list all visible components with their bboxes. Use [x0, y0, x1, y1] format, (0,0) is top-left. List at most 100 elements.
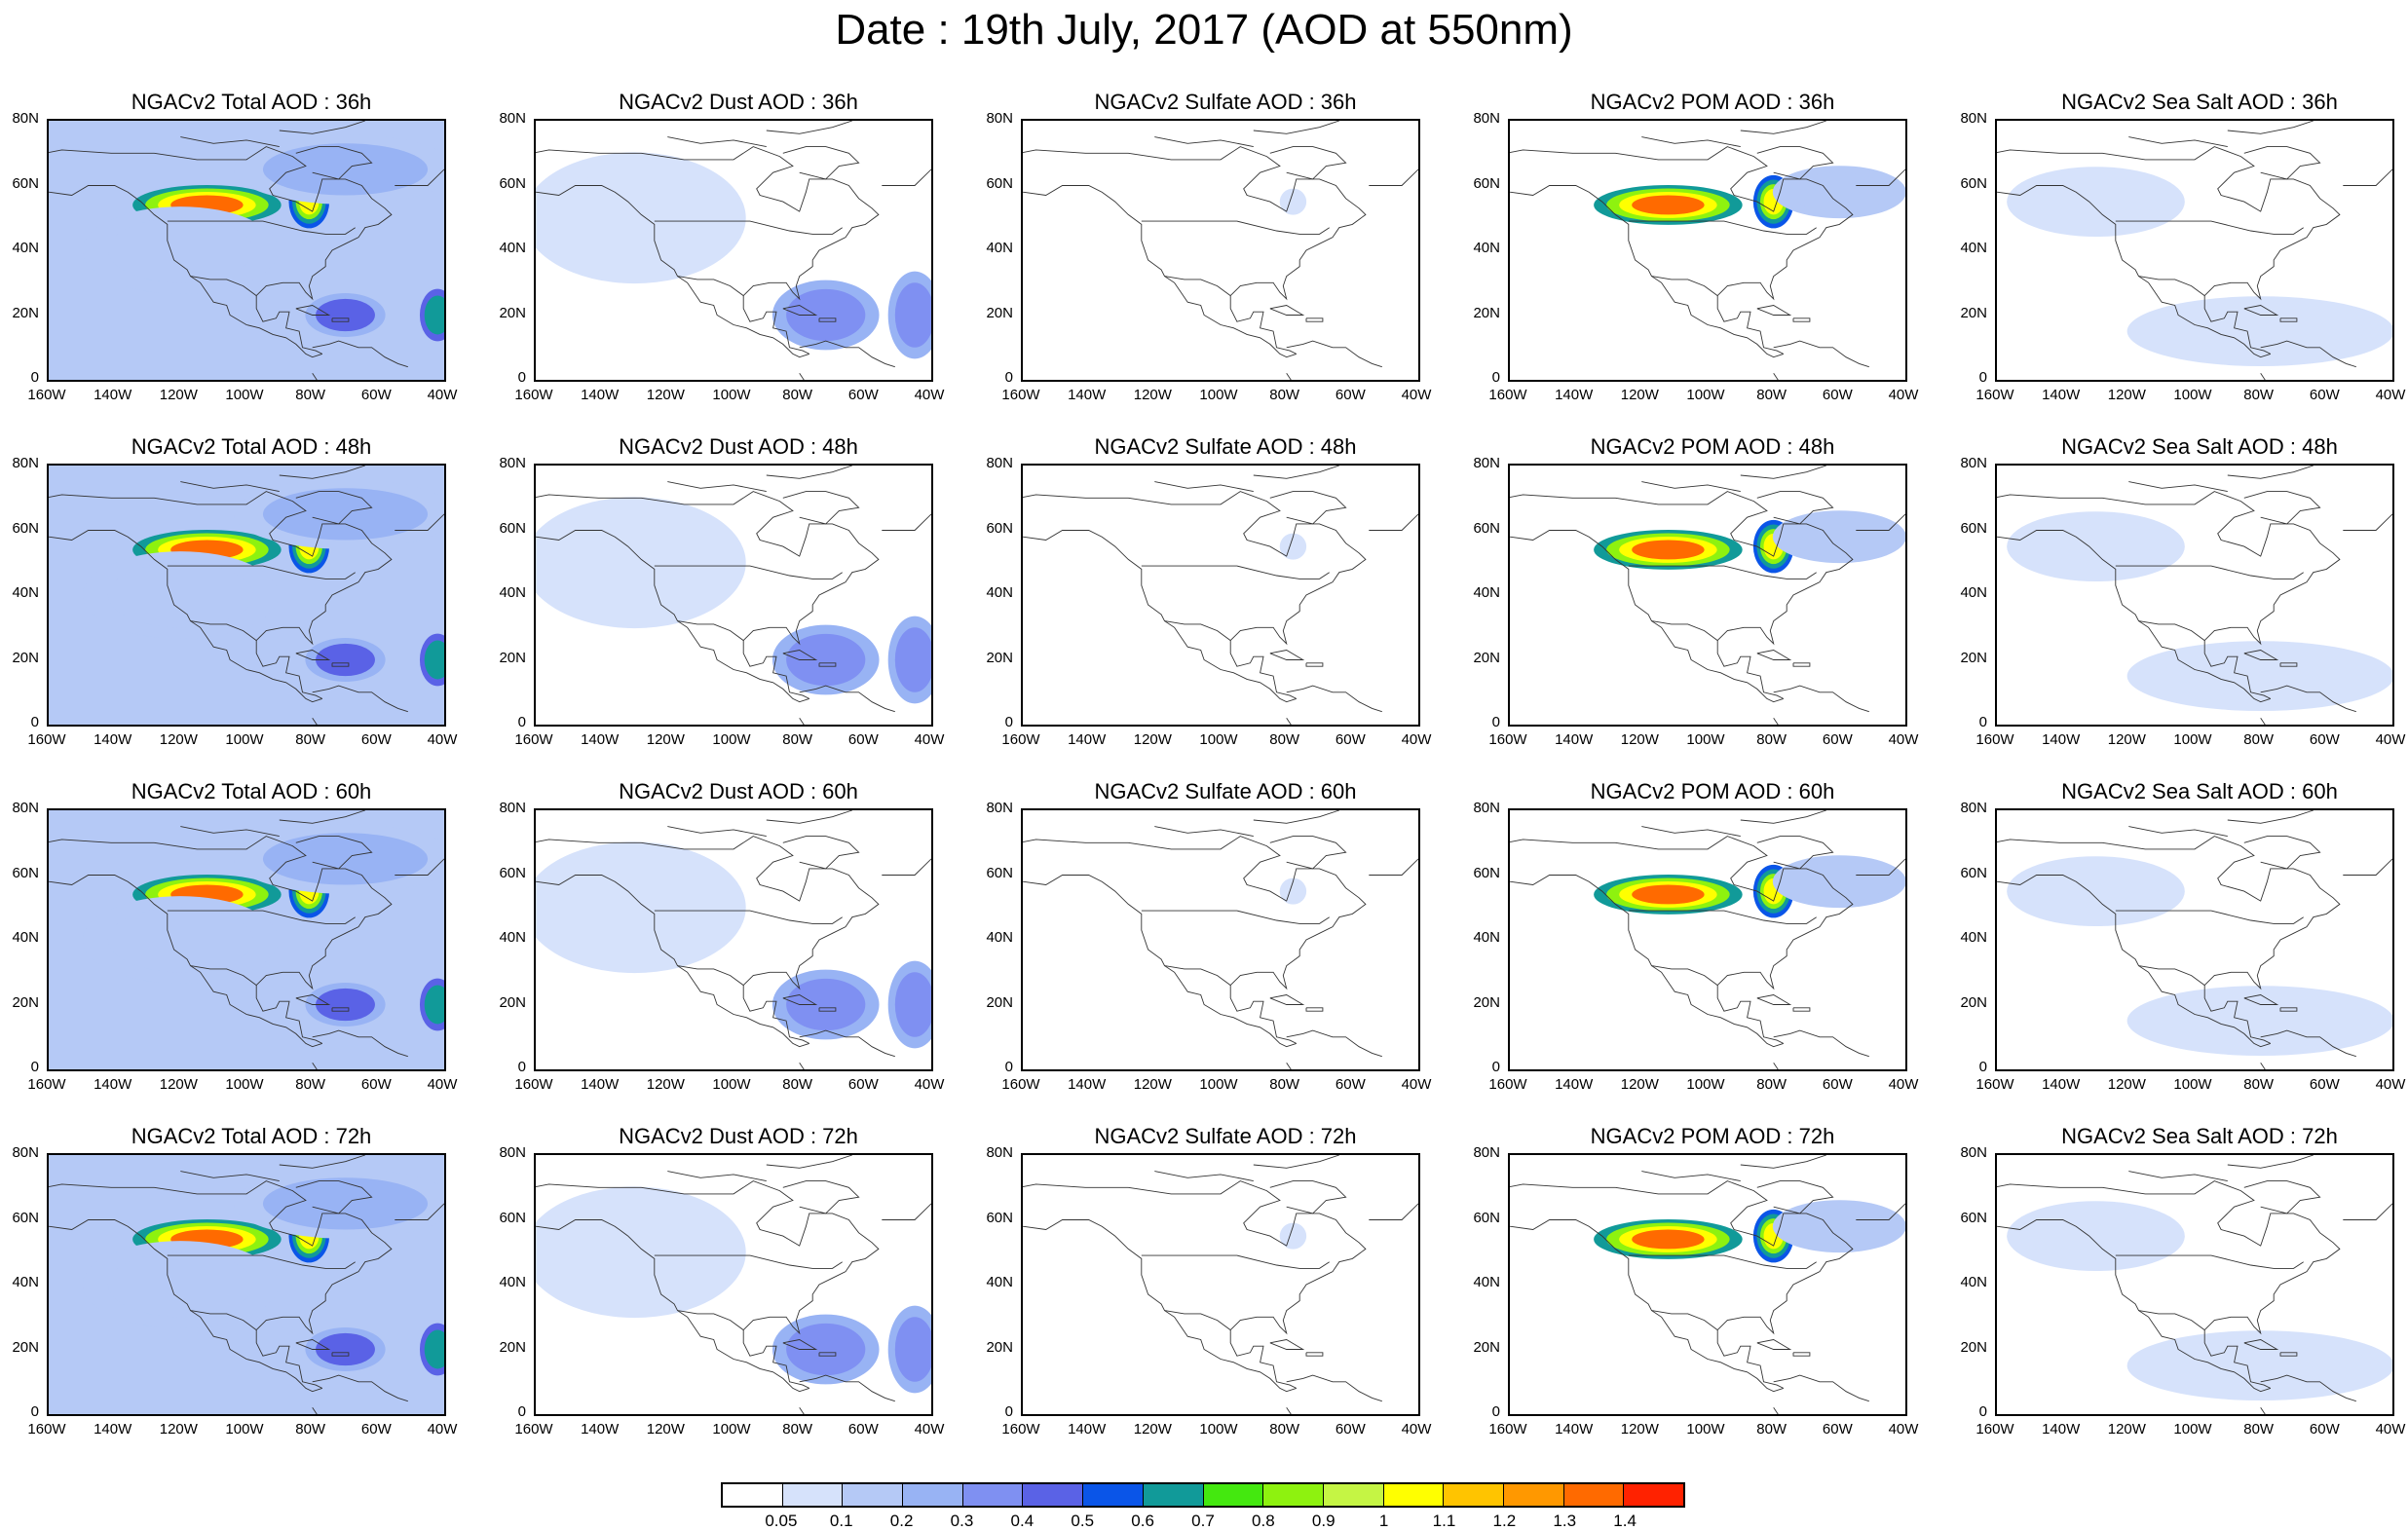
coastline — [818, 1352, 837, 1357]
coastline — [1286, 718, 1292, 725]
x-tick-label: 80W — [782, 1076, 813, 1093]
coastline — [782, 146, 860, 180]
panel-title: NGACv2 Total AOD : 60h — [131, 779, 372, 803]
y-tick-label: 20N — [986, 1338, 1013, 1356]
aod-map — [1997, 466, 2392, 725]
coastline — [677, 1310, 744, 1330]
coastline — [882, 168, 931, 186]
y-tick-label: 20N — [986, 304, 1013, 321]
aod-feature — [107, 1251, 253, 1318]
coastline — [395, 858, 444, 876]
y-tick-label: 20N — [986, 649, 1013, 666]
y-tick-label: 20N — [1960, 1338, 1987, 1356]
coastline — [667, 1171, 767, 1182]
aod-feature — [2162, 994, 2360, 1047]
coastline — [766, 1155, 852, 1169]
coastline — [1286, 1374, 1382, 1402]
coastline — [1269, 305, 1305, 316]
y-tick-label: 20N — [1473, 1338, 1500, 1356]
panel-title: NGACv2 Dust AOD : 36h — [619, 90, 858, 114]
y-tick-label: 40N — [986, 240, 1013, 256]
coastline — [2279, 662, 2298, 667]
coastline — [799, 1029, 895, 1058]
y-tick-label: 60N — [1473, 519, 1500, 537]
coastline — [395, 168, 444, 186]
coastline — [677, 620, 744, 641]
y-tick-label: 0 — [30, 714, 39, 730]
coastline — [190, 1310, 257, 1330]
coastline — [1164, 1310, 1231, 1330]
x-tick-label: 120W — [646, 731, 685, 748]
coastline — [167, 910, 356, 924]
x-tick-label: 120W — [1620, 731, 1659, 748]
y-tick-label: 80N — [1473, 110, 1500, 127]
y-tick-label: 80N — [986, 455, 1013, 471]
coastline — [799, 718, 805, 725]
aod-map — [536, 466, 931, 725]
map-panel: NGACv2 Sulfate AOD : 48h 80N 60N 40N 20N 0 160… — [982, 434, 1469, 766]
coastline — [1286, 1029, 1382, 1058]
coastline — [312, 718, 318, 725]
map-frame — [1508, 808, 1907, 1071]
colorbar-label: 0.05 — [765, 1512, 798, 1530]
x-tick-label: 120W — [159, 1076, 198, 1093]
coastline — [1997, 1180, 2341, 1389]
y-tick-label: 20N — [499, 649, 526, 666]
aod-feature — [551, 513, 718, 612]
coastline — [654, 910, 843, 924]
panel-title: NGACv2 Sulfate AOD : 36h — [1094, 90, 1357, 114]
coastline — [677, 276, 744, 296]
coastline — [2279, 1352, 2298, 1357]
coastline — [654, 1254, 843, 1269]
aod-feature — [1632, 540, 1705, 560]
x-tick-label: 140W — [2042, 731, 2081, 748]
coastline — [190, 620, 257, 641]
coastline — [1164, 620, 1231, 641]
coastline — [1154, 481, 1254, 493]
y-tick-label: 0 — [1004, 369, 1013, 386]
x-tick-label: 100W — [1686, 1076, 1725, 1093]
coastline — [1305, 1007, 1324, 1012]
aod-map — [536, 121, 931, 380]
coastline — [799, 1374, 895, 1402]
x-tick-label: 140W — [1068, 387, 1107, 403]
aod-feature — [107, 907, 253, 973]
x-tick-label: 100W — [712, 1076, 751, 1093]
y-tick-label: 80N — [12, 1144, 39, 1161]
aod-feature — [894, 972, 931, 1037]
x-tick-label: 80W — [295, 387, 326, 403]
coastline — [1773, 1063, 1779, 1069]
y-tick-label: 40N — [1473, 929, 1500, 946]
x-tick-label: 160W — [1975, 731, 2014, 748]
y-tick-label: 80N — [1473, 455, 1500, 471]
aod-map — [1510, 810, 1905, 1069]
y-tick-label: 60N — [1960, 864, 1987, 881]
x-tick-label: 40W — [1401, 731, 1432, 748]
coastline — [331, 317, 350, 322]
x-tick-label: 80W — [1269, 1421, 1300, 1438]
coastline — [1154, 826, 1254, 838]
coastline — [1641, 1171, 1741, 1182]
colorbar-swatch — [1083, 1484, 1144, 1506]
panel-title: NGACv2 Sea Salt AOD : 36h — [2061, 90, 2338, 114]
coastline — [1773, 373, 1779, 380]
coastline — [2243, 305, 2279, 316]
coastline — [1510, 146, 1854, 355]
coastline — [667, 481, 767, 493]
aod-map — [49, 810, 444, 1069]
x-tick-label: 120W — [1133, 1421, 1172, 1438]
y-tick-label: 80N — [986, 800, 1013, 816]
x-tick-label: 100W — [1199, 731, 1238, 748]
coastline — [1510, 491, 1854, 699]
coastline — [1628, 565, 1817, 579]
coastline — [312, 1374, 408, 1402]
coastline — [295, 994, 331, 1005]
coastline — [1740, 1155, 1826, 1169]
aod-feature — [1632, 884, 1705, 905]
x-tick-label: 100W — [1686, 387, 1725, 403]
y-tick-label: 60N — [499, 174, 526, 192]
coastline — [49, 836, 393, 1044]
map-frame — [1995, 464, 2394, 727]
x-tick-label: 100W — [225, 731, 264, 748]
x-tick-label: 60W — [2309, 731, 2340, 748]
